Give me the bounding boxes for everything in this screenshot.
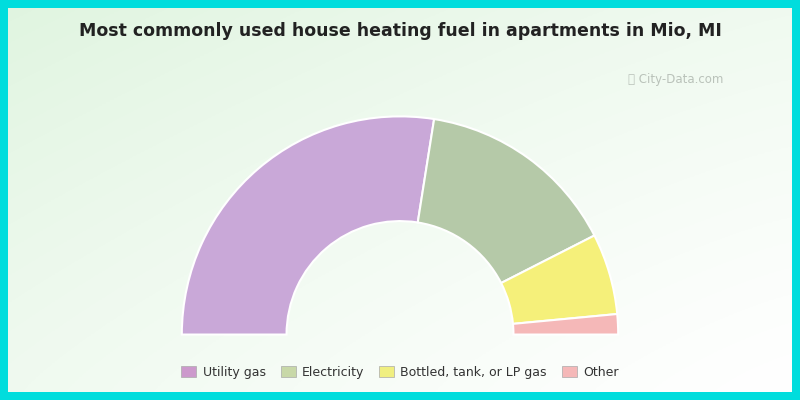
Wedge shape xyxy=(501,236,618,324)
Legend: Utility gas, Electricity, Bottled, tank, or LP gas, Other: Utility gas, Electricity, Bottled, tank,… xyxy=(176,361,624,384)
Wedge shape xyxy=(418,119,594,283)
Text: ⓘ City-Data.com: ⓘ City-Data.com xyxy=(628,74,724,86)
Text: Most commonly used house heating fuel in apartments in Mio, MI: Most commonly used house heating fuel in… xyxy=(78,22,722,40)
Wedge shape xyxy=(182,116,434,334)
Wedge shape xyxy=(513,314,618,334)
